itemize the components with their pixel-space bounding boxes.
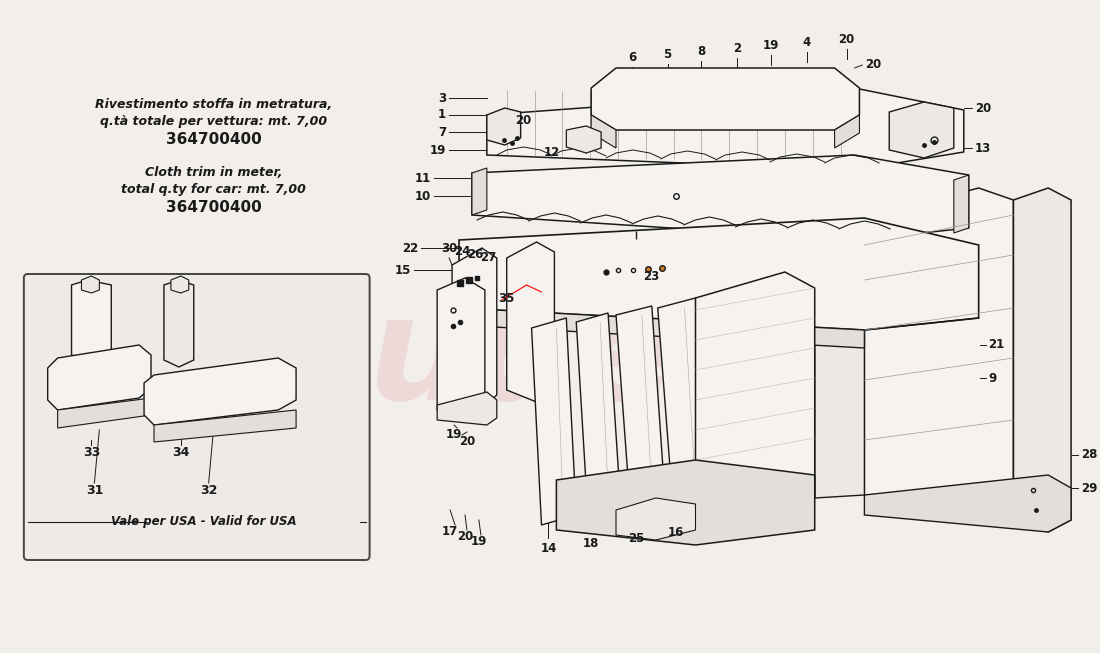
Text: 21: 21 <box>989 338 1005 351</box>
Polygon shape <box>658 298 711 515</box>
Text: 32: 32 <box>200 483 218 496</box>
Text: 23: 23 <box>642 270 659 283</box>
Text: 15: 15 <box>395 264 411 276</box>
Text: 6: 6 <box>628 51 636 64</box>
Polygon shape <box>566 126 601 153</box>
Text: 364700400: 364700400 <box>166 131 262 146</box>
Polygon shape <box>459 218 979 330</box>
Polygon shape <box>815 268 865 498</box>
Text: 28: 28 <box>1081 449 1098 462</box>
Polygon shape <box>865 475 1071 532</box>
Polygon shape <box>1013 188 1071 532</box>
Text: total q.ty for car: mt. 7,00: total q.ty for car: mt. 7,00 <box>121 182 306 195</box>
Polygon shape <box>616 498 695 540</box>
Polygon shape <box>576 313 621 520</box>
Text: Vale per USA - Valid for USA: Vale per USA - Valid for USA <box>111 515 297 528</box>
Text: 13: 13 <box>975 142 991 155</box>
Text: █░█░
░█░█: █░█░ ░█░█ <box>910 333 1037 427</box>
Text: 25: 25 <box>628 532 645 545</box>
Text: 10: 10 <box>415 189 431 202</box>
Text: 33: 33 <box>82 445 100 458</box>
Text: q.tà totale per vettura: mt. 7,00: q.tà totale per vettura: mt. 7,00 <box>100 114 327 127</box>
Text: 20: 20 <box>866 59 881 71</box>
Text: Rivestimento stoffa in metratura,: Rivestimento stoffa in metratura, <box>95 99 332 112</box>
Text: 20: 20 <box>838 33 855 46</box>
Text: 1: 1 <box>438 108 447 121</box>
Text: scuderia: scuderia <box>196 289 896 430</box>
Text: 20: 20 <box>459 435 475 448</box>
Polygon shape <box>954 175 969 233</box>
Text: 19: 19 <box>430 144 447 157</box>
Text: 19: 19 <box>762 39 779 52</box>
Polygon shape <box>616 306 666 517</box>
Polygon shape <box>591 68 859 130</box>
Text: 4: 4 <box>803 36 811 49</box>
Polygon shape <box>507 242 554 402</box>
Text: 364700400: 364700400 <box>166 200 262 214</box>
Text: 35: 35 <box>498 293 515 306</box>
Text: 14: 14 <box>540 542 557 555</box>
Polygon shape <box>154 410 296 442</box>
Polygon shape <box>695 272 815 512</box>
Polygon shape <box>531 318 576 525</box>
Polygon shape <box>865 188 1013 512</box>
Polygon shape <box>57 398 151 428</box>
Text: 18: 18 <box>583 537 600 550</box>
Text: 22: 22 <box>402 242 418 255</box>
Text: 20: 20 <box>975 101 991 114</box>
Text: 27: 27 <box>480 251 496 264</box>
Polygon shape <box>72 280 111 362</box>
Polygon shape <box>835 115 859 148</box>
Text: 2: 2 <box>734 42 741 55</box>
Text: 7: 7 <box>438 125 447 138</box>
Text: 24: 24 <box>454 245 470 258</box>
Text: 8: 8 <box>697 45 705 58</box>
Text: Cloth trim in meter,: Cloth trim in meter, <box>145 167 283 180</box>
Text: 20: 20 <box>456 530 473 543</box>
Polygon shape <box>437 278 485 422</box>
Text: 17: 17 <box>442 525 459 538</box>
FancyBboxPatch shape <box>24 274 370 560</box>
Polygon shape <box>144 358 296 425</box>
Polygon shape <box>889 102 954 158</box>
Text: 9: 9 <box>989 372 997 385</box>
Text: 29: 29 <box>1081 481 1098 494</box>
Text: 26: 26 <box>466 248 483 261</box>
Polygon shape <box>472 168 487 215</box>
Text: 31: 31 <box>86 483 103 496</box>
Text: 20: 20 <box>515 114 531 127</box>
Text: 12: 12 <box>544 146 560 159</box>
Polygon shape <box>437 392 497 425</box>
Polygon shape <box>81 276 99 293</box>
Text: 16: 16 <box>668 526 684 539</box>
Text: 5: 5 <box>663 48 672 61</box>
Text: 19: 19 <box>471 535 487 548</box>
Polygon shape <box>487 108 520 145</box>
Text: 3: 3 <box>438 91 447 104</box>
Polygon shape <box>170 276 189 293</box>
Polygon shape <box>557 460 815 545</box>
Polygon shape <box>487 88 964 170</box>
Polygon shape <box>459 308 865 348</box>
Text: 19: 19 <box>446 428 462 441</box>
Polygon shape <box>472 155 969 240</box>
Polygon shape <box>47 345 151 410</box>
Text: 34: 34 <box>172 445 189 458</box>
Polygon shape <box>591 115 616 148</box>
Polygon shape <box>164 280 194 367</box>
Text: 30: 30 <box>441 242 458 255</box>
Polygon shape <box>452 248 497 408</box>
Text: 11: 11 <box>415 172 431 185</box>
